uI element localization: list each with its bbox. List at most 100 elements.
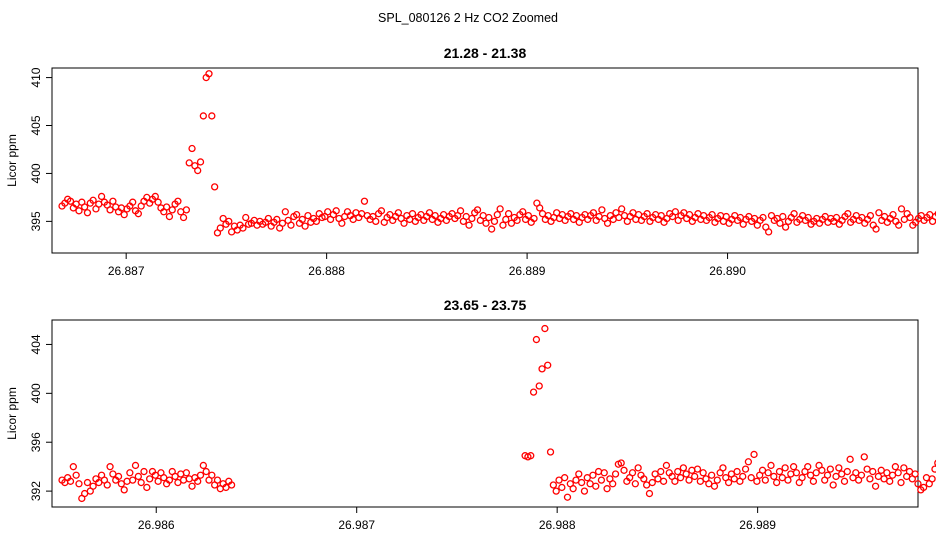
data-point — [776, 219, 784, 227]
data-point — [781, 223, 790, 231]
data-point — [196, 471, 205, 479]
data-point — [773, 478, 781, 487]
data-point — [823, 471, 832, 479]
data-point — [140, 467, 148, 476]
y-axis-label: Licor ppm — [5, 387, 19, 440]
data-point — [179, 476, 188, 484]
data-point — [182, 469, 191, 477]
data-point — [866, 211, 875, 220]
data-point — [273, 215, 281, 224]
data-point — [312, 217, 321, 226]
data-point — [208, 471, 216, 479]
data-point — [934, 210, 936, 217]
data-point — [151, 192, 159, 201]
data-point — [507, 219, 516, 227]
data-point — [891, 463, 900, 471]
data-point — [662, 461, 671, 470]
data-point — [541, 324, 549, 333]
data-point — [707, 471, 716, 479]
data-point — [213, 476, 222, 484]
data-point — [400, 219, 408, 227]
data-point — [840, 477, 849, 485]
data-point — [456, 207, 465, 215]
top-panel: 21.28 - 21.38 Licor ppm 26.887 26.888 26.889… — [5, 45, 936, 278]
data-point — [767, 461, 775, 470]
data-point — [866, 475, 874, 483]
data-point — [75, 207, 83, 215]
data-point — [287, 221, 295, 229]
data-point — [640, 475, 648, 483]
y-tick-label: 404 — [29, 334, 43, 354]
data-point — [199, 461, 208, 470]
data-point — [129, 476, 137, 484]
data-point — [792, 469, 801, 477]
data-point — [922, 474, 931, 482]
data-point — [114, 472, 123, 481]
data-point — [657, 467, 665, 476]
data-point — [143, 483, 151, 492]
y-tick-label: 392 — [29, 481, 43, 501]
data-point — [886, 477, 894, 485]
data-point — [129, 198, 137, 206]
data-point — [529, 388, 538, 396]
data-point — [906, 213, 914, 222]
data-point — [829, 481, 837, 489]
data-point — [120, 211, 128, 219]
data-point — [809, 477, 818, 485]
x-tick-label: 26.989 — [739, 518, 776, 532]
data-point — [724, 478, 733, 487]
data-point — [196, 158, 205, 166]
data-point — [174, 197, 182, 205]
data-point — [919, 483, 928, 492]
data-point — [332, 207, 340, 215]
data-point — [843, 467, 851, 476]
data-point — [857, 471, 866, 479]
data-point — [120, 486, 128, 494]
data-point — [781, 464, 789, 472]
data-point — [519, 208, 527, 216]
data-point — [242, 213, 250, 222]
data-point — [188, 144, 196, 153]
page-title: SPL_080126 2 Hz CO2 Zoomed — [378, 11, 558, 25]
x-tick-label: 26.888 — [308, 264, 345, 278]
data-point — [83, 478, 92, 487]
data-point — [575, 470, 583, 478]
data-point — [600, 469, 608, 477]
data-point — [693, 465, 702, 473]
data-point — [264, 214, 273, 223]
plot-frame — [51, 319, 919, 508]
data-point — [589, 471, 597, 479]
data-point — [764, 469, 772, 477]
data-point — [338, 219, 346, 227]
data-point — [552, 487, 560, 495]
data-point — [154, 477, 162, 485]
data-point — [185, 159, 193, 167]
data-point — [691, 472, 699, 481]
data-point — [177, 470, 185, 478]
data-point — [804, 213, 812, 222]
data-point — [182, 206, 191, 214]
data-point — [789, 463, 798, 471]
data-point — [618, 205, 626, 213]
data-point — [682, 470, 690, 478]
data-point — [872, 225, 880, 233]
data-point — [137, 478, 145, 487]
data-point — [304, 211, 312, 220]
data-point — [860, 453, 868, 461]
data-point — [301, 222, 309, 230]
data-point — [80, 203, 89, 211]
data-point — [645, 489, 654, 498]
data-point — [648, 478, 656, 487]
data-point — [504, 210, 513, 218]
data-point — [592, 482, 600, 490]
data-point — [546, 448, 555, 456]
data-point — [761, 476, 769, 484]
data-point — [914, 480, 922, 488]
data-point — [832, 213, 841, 222]
data-point — [580, 487, 589, 495]
data-point — [739, 472, 747, 481]
data-point — [69, 463, 77, 471]
data-point — [134, 472, 142, 481]
data-point — [278, 219, 287, 227]
data-point — [643, 210, 651, 218]
